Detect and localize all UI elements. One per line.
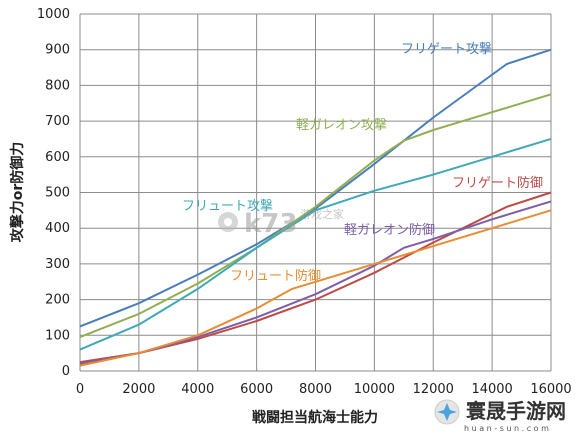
x-axis-title: 戦闘担当航海士能力	[252, 409, 378, 426]
x-tick-label: 2000	[122, 382, 155, 397]
y-tick-label: 0	[62, 364, 70, 379]
y-tick-label: 300	[45, 257, 70, 272]
series-line	[79, 93, 552, 339]
center-watermark-logo: k73 游戏之家	[218, 207, 344, 239]
watermark-k73-text: k73	[244, 209, 297, 239]
series-label: 軽ガレオン攻撃	[296, 117, 387, 133]
series-label: フリゲート攻撃	[401, 41, 492, 57]
y-tick-label: 700	[45, 114, 70, 129]
x-tick-label: 0	[76, 382, 84, 397]
x-tick-label: 6000	[240, 382, 273, 397]
series-label: フリュート防御	[230, 268, 321, 284]
x-tick-label: 10000	[354, 382, 395, 397]
x-tick-label: 14000	[471, 382, 512, 397]
watermark-corner-text: 寰晟手游网	[466, 399, 566, 423]
y-tick-label: 500	[45, 186, 70, 201]
x-tick-label: 8000	[299, 382, 332, 397]
y-tick-label: 900	[45, 43, 70, 58]
series-label: フリゲート防御	[452, 175, 543, 191]
x-tick-label: 12000	[413, 382, 454, 397]
series-line	[79, 48, 552, 328]
watermark-k73-sub: 游戏之家	[300, 207, 344, 221]
x-tick-label: 4000	[181, 382, 214, 397]
y-tick-label: 100	[45, 328, 70, 343]
x-tick-labels: 0 2000 4000 6000 8000 10000 12000 14000 16000	[76, 382, 572, 397]
series-line	[79, 137, 552, 351]
y-tick-label: 1000	[37, 7, 70, 22]
y-tick-label: 200	[45, 293, 70, 308]
series-label: 軽ガレオン防御	[344, 222, 435, 238]
y-tick-label: 800	[45, 78, 70, 93]
y-axis-title: 攻撃力or防御力	[9, 142, 26, 243]
axes	[79, 14, 551, 372]
gridlines	[80, 13, 552, 372]
y-tick-label: 400	[45, 221, 70, 236]
y-tick-labels: 0 100 200 300 400 500 600 700 800 900 1000	[37, 7, 70, 379]
x-tick-label: 16000	[530, 382, 571, 397]
corner-watermark-logo: 寰晟手游网 h u a n - s u n . c o m	[434, 399, 566, 433]
watermark-corner-sub: h u a n - s u n . c o m	[464, 424, 549, 433]
series-label: フリュート攻撃	[182, 198, 273, 214]
series-line	[79, 209, 552, 367]
y-tick-label: 600	[45, 150, 70, 165]
series-lines	[79, 48, 552, 367]
